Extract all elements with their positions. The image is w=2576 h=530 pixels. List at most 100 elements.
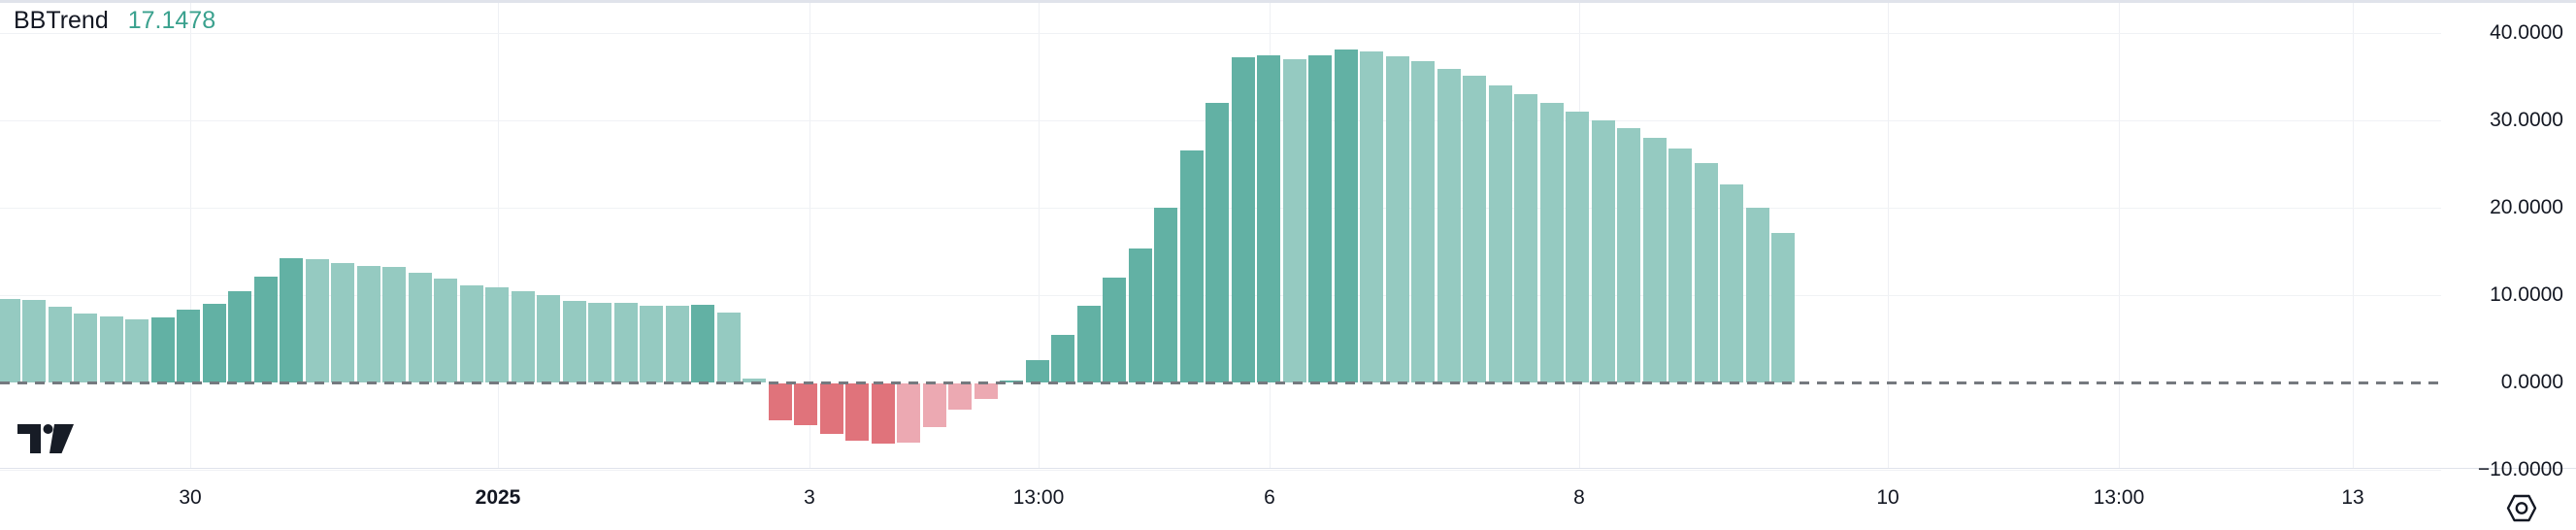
price-axis-label: 40.0000 bbox=[2490, 21, 2563, 44]
histogram-bar bbox=[150, 317, 175, 382]
histogram-bar bbox=[434, 278, 457, 382]
histogram-bar bbox=[1257, 55, 1280, 382]
time-axis-label: 13 bbox=[2341, 486, 2364, 509]
histogram-bar bbox=[974, 383, 998, 400]
histogram-bar bbox=[22, 300, 46, 382]
histogram-bar bbox=[1231, 57, 1255, 382]
indicator-title[interactable]: BBTrend bbox=[14, 7, 109, 34]
histogram-bar bbox=[99, 315, 123, 382]
histogram-bar bbox=[382, 267, 406, 382]
histogram-bar bbox=[1463, 76, 1486, 382]
price-axis[interactable]: 40.0000 30.0000 20.0000 10.0000 0.0000 −10.00… bbox=[2441, 0, 2576, 480]
histogram-bar bbox=[1694, 163, 1718, 382]
indicator-value: 17.1478 bbox=[127, 7, 216, 34]
vertical-gridline bbox=[1888, 3, 1889, 468]
price-axis-label: 20.0000 bbox=[2490, 196, 2563, 218]
histogram-bar bbox=[1205, 103, 1229, 382]
time-axis[interactable]: 30 2025 3 13:00 6 8 10 13:00 13 bbox=[0, 469, 2576, 530]
histogram-bar bbox=[1720, 183, 1743, 382]
price-axis-label: 30.0000 bbox=[2490, 109, 2563, 131]
histogram-bar bbox=[1334, 50, 1358, 382]
vertical-gridline bbox=[2119, 3, 2120, 468]
histogram-bar bbox=[356, 266, 380, 382]
histogram-bar bbox=[1745, 208, 1769, 382]
vertical-gridline bbox=[190, 3, 191, 468]
histogram-bar bbox=[511, 291, 535, 382]
histogram-bar bbox=[562, 301, 586, 382]
histogram-bar bbox=[202, 304, 226, 382]
histogram-bar bbox=[125, 319, 149, 382]
histogram-bar bbox=[1385, 56, 1409, 382]
histogram-bar bbox=[1411, 60, 1435, 382]
histogram-bar bbox=[1437, 68, 1461, 382]
vertical-gridline bbox=[1039, 3, 1040, 468]
histogram-bar bbox=[768, 383, 792, 420]
histogram-bar bbox=[1154, 208, 1177, 382]
vertical-gridline bbox=[809, 3, 810, 468]
histogram-bar bbox=[871, 383, 895, 445]
histogram-bar bbox=[459, 285, 483, 382]
histogram-bar bbox=[537, 295, 560, 382]
histogram-bar bbox=[485, 286, 509, 382]
histogram-bar bbox=[253, 277, 278, 382]
histogram-bar bbox=[1051, 335, 1074, 382]
time-axis-label: 8 bbox=[1573, 486, 1585, 509]
histogram-bar bbox=[1488, 85, 1512, 382]
histogram-bar bbox=[922, 383, 946, 427]
histogram-bar bbox=[1308, 55, 1332, 382]
histogram-bar bbox=[819, 383, 843, 435]
tradingview-logo[interactable] bbox=[17, 423, 76, 454]
histogram-bar bbox=[228, 291, 251, 382]
histogram-bar bbox=[0, 298, 20, 382]
time-axis-label: 30 bbox=[179, 486, 202, 509]
histogram-bar bbox=[1566, 112, 1589, 382]
horizontal-gridline bbox=[0, 470, 2441, 471]
histogram-bar bbox=[613, 303, 638, 382]
time-axis-label: 6 bbox=[1264, 486, 1275, 509]
price-axis-label: 10.0000 bbox=[2490, 283, 2563, 306]
histogram-bar bbox=[691, 304, 714, 382]
histogram-bar bbox=[1591, 120, 1615, 382]
histogram-bar bbox=[1282, 59, 1306, 382]
histogram-bar bbox=[665, 305, 689, 382]
histogram-bar bbox=[408, 272, 432, 382]
histogram-bar bbox=[588, 303, 611, 382]
time-axis-label: 13:00 bbox=[1012, 486, 1065, 509]
histogram-bar bbox=[1668, 148, 1692, 382]
histogram-bar bbox=[177, 310, 200, 382]
histogram-bar bbox=[948, 383, 972, 410]
histogram-bar bbox=[1617, 128, 1640, 382]
horizontal-gridline bbox=[0, 33, 2441, 34]
histogram-bar bbox=[743, 379, 766, 382]
histogram-bar bbox=[845, 383, 869, 441]
time-axis-label: 3 bbox=[804, 486, 815, 509]
histogram-bar bbox=[1771, 232, 1795, 382]
histogram-bar bbox=[1128, 248, 1152, 382]
zero-line bbox=[0, 381, 2441, 384]
chart-plot-area[interactable] bbox=[0, 3, 2441, 471]
vertical-gridline bbox=[498, 3, 499, 468]
indicator-legend: BBTrend 17.1478 bbox=[14, 7, 215, 35]
price-axis-label: 0.0000 bbox=[2500, 371, 2563, 393]
histogram-bar bbox=[74, 313, 97, 382]
pane-separator[interactable] bbox=[0, 0, 2576, 3]
histogram-bar bbox=[1025, 359, 1049, 382]
histogram-bar bbox=[794, 383, 817, 426]
histogram-bar bbox=[1642, 138, 1667, 382]
histogram-bar bbox=[1076, 305, 1101, 382]
histogram-bar bbox=[1179, 149, 1204, 382]
time-axis-label: 13:00 bbox=[2093, 486, 2145, 509]
time-axis-label: 2025 bbox=[475, 486, 521, 509]
settings-icon[interactable] bbox=[2506, 494, 2537, 525]
histogram-bar bbox=[897, 383, 920, 444]
vertical-gridline bbox=[2353, 3, 2354, 468]
time-axis-separator bbox=[0, 468, 2576, 469]
histogram-bar bbox=[1514, 94, 1537, 382]
price-axis-label: −10.0000 bbox=[2477, 458, 2563, 480]
histogram-bar bbox=[48, 306, 72, 382]
histogram-bar bbox=[716, 313, 741, 382]
histogram-bar bbox=[305, 259, 329, 382]
histogram-bar bbox=[280, 258, 303, 382]
time-axis-label: 10 bbox=[1876, 486, 1899, 509]
